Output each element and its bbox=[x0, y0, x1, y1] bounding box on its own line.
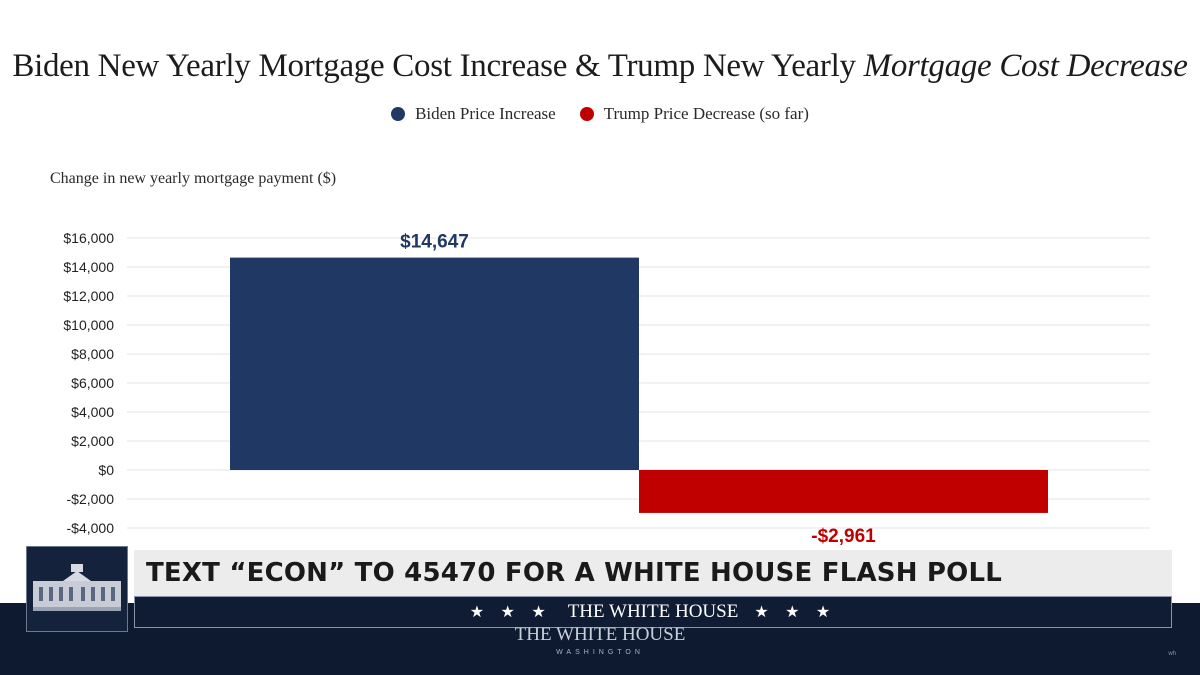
y-tick-label: $2,000 bbox=[71, 433, 114, 449]
y-tick-label: $8,000 bbox=[71, 346, 114, 362]
y-tick-label: -$2,000 bbox=[67, 491, 115, 507]
white-house-icon bbox=[33, 564, 121, 611]
legend-label-biden: Biden Price Increase bbox=[415, 104, 556, 123]
stars-left: ★ ★ ★ bbox=[469, 604, 552, 621]
y-tick-label: $4,000 bbox=[71, 404, 114, 420]
bar-trump bbox=[639, 470, 1048, 513]
y-tick-label: $6,000 bbox=[71, 375, 114, 391]
legend: Biden Price Increase Trump Price Decreas… bbox=[0, 104, 1200, 124]
stars-right: ★ ★ ★ bbox=[754, 604, 837, 621]
white-house-thumbnail bbox=[26, 546, 128, 632]
title-italic-text: Mortgage Cost Decrease bbox=[863, 48, 1188, 84]
legend-item-trump: Trump Price Decrease (so far) bbox=[579, 104, 809, 124]
poll-banner-text: TEXT “ECON” TO 45470 FOR A WHITE HOUSE F… bbox=[146, 558, 1003, 588]
y-tick-label: $0 bbox=[98, 462, 114, 478]
data-label-trump: -$2,961 bbox=[811, 526, 876, 547]
legend-item-biden: Biden Price Increase bbox=[391, 104, 556, 124]
white-house-bar-name: THE WHITE HOUSE bbox=[567, 601, 739, 622]
corner-mark: wh bbox=[1168, 651, 1176, 657]
title-text: Biden New Yearly Mortgage Cost Increase … bbox=[12, 48, 864, 84]
y-tick-label: $10,000 bbox=[63, 317, 114, 333]
legend-swatch-trump bbox=[579, 107, 594, 121]
poll-banner: TEXT “ECON” TO 45470 FOR A WHITE HOUSE F… bbox=[134, 550, 1172, 596]
y-tick-label: $14,000 bbox=[63, 259, 114, 275]
chart-title: Biden New Yearly Mortgage Cost Increase … bbox=[0, 48, 1200, 85]
bar-biden bbox=[230, 257, 639, 470]
legend-label-trump: Trump Price Decrease (so far) bbox=[603, 104, 809, 123]
y-tick-label: $16,000 bbox=[63, 230, 114, 246]
watermark-name: THE WHITE HOUSE bbox=[514, 624, 686, 645]
y-axis-label: Change in new yearly mortgage payment ($… bbox=[50, 170, 337, 187]
y-tick-label: $12,000 bbox=[63, 288, 114, 304]
white-house-lower-third: ★ ★ ★ THE WHITE HOUSE ★ ★ ★ bbox=[134, 596, 1172, 628]
data-label-biden: $14,647 bbox=[400, 232, 469, 253]
legend-swatch-biden bbox=[391, 107, 406, 121]
y-tick-label: -$4,000 bbox=[67, 520, 115, 536]
watermark-subtitle: WASHINGTON bbox=[556, 649, 644, 656]
